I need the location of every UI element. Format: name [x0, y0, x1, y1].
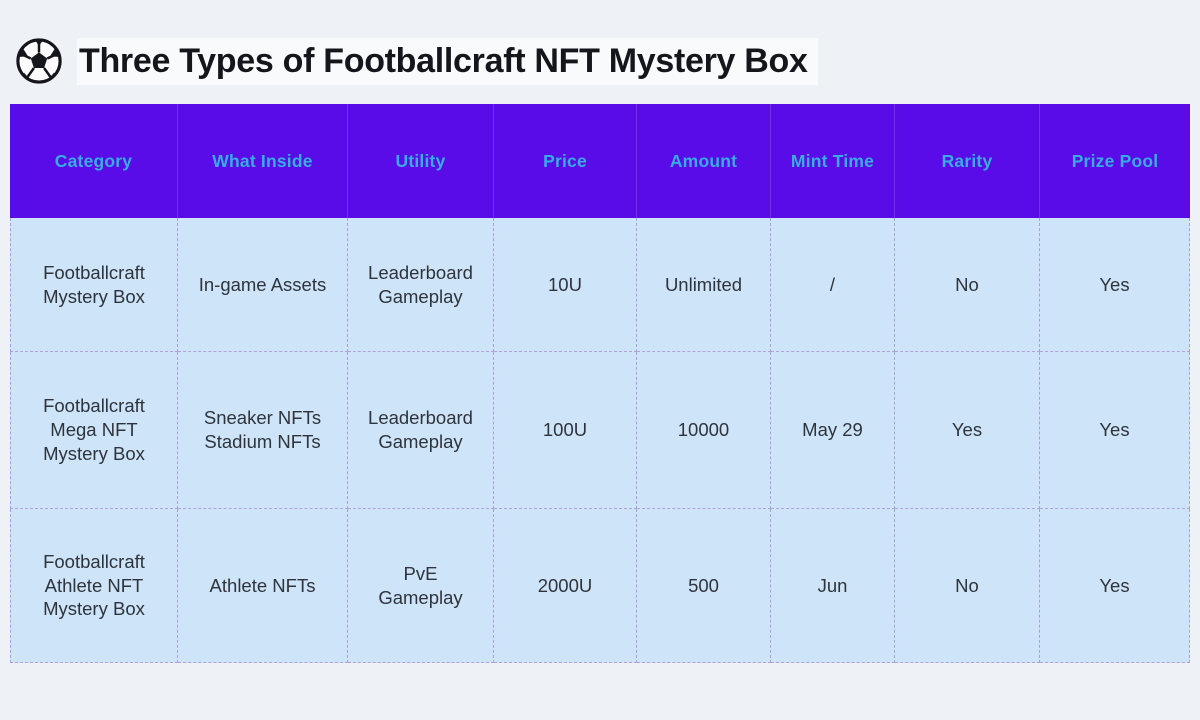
page-title: Three Types of Footballcraft NFT Mystery…: [77, 37, 818, 85]
header-cell-prize-pool: Prize Pool: [1071, 150, 1159, 171]
table-row: Footballcraft Athlete NFT Mystery Box At…: [10, 509, 1190, 663]
header-cell-what-inside: What Inside: [178, 104, 348, 218]
cell-prize-pool: Yes: [1040, 509, 1190, 663]
cell-what-inside: In-game Assets: [178, 218, 348, 352]
cell-mint-time: Jun: [771, 509, 895, 663]
cell-amount: 500: [637, 509, 771, 663]
header-cell-amount: Amount: [637, 104, 771, 218]
header-cell-mint-time: Mint Time: [771, 104, 895, 218]
table-header-row: Category What Inside Utility Price Amoun…: [10, 104, 1190, 218]
table-row: Footballcraft Mega NFT Mystery Box Sneak…: [10, 352, 1190, 509]
cell-what-inside: Athlete NFTs: [178, 509, 348, 663]
cell-mint-time: /: [771, 218, 895, 352]
cell-price: 10U: [494, 218, 637, 352]
cell-rarity: No: [895, 509, 1040, 663]
header-cell-price: Price: [494, 104, 637, 218]
cell-price: 100U: [494, 352, 637, 509]
mystery-box-table: Category What Inside Utility Price Amoun…: [10, 104, 1190, 663]
cell-rarity: No: [895, 218, 1040, 352]
page-header: Three Types of Footballcraft NFT Mystery…: [14, 33, 818, 89]
cell-price: 2000U: [494, 509, 637, 663]
cell-utility: PvE Gameplay: [348, 509, 494, 663]
cell-amount: Unlimited: [637, 218, 771, 352]
cell-what-inside: Sneaker NFTs Stadium NFTs: [178, 352, 348, 509]
cell-utility: Leaderboard Gameplay: [348, 352, 494, 509]
cell-utility: Leaderboard Gameplay: [348, 218, 494, 352]
cell-amount: 10000: [637, 352, 771, 509]
cell-category: Footballcraft Athlete NFT Mystery Box: [10, 509, 178, 663]
cell-category: Footballcraft Mystery Box: [10, 218, 178, 352]
cell-prize-pool: Yes: [1040, 352, 1190, 509]
table-row: Footballcraft Mystery Box In-game Assets…: [10, 218, 1190, 352]
cell-rarity: Yes: [895, 352, 1040, 509]
soccer-ball-icon: [14, 36, 64, 86]
cell-mint-time: May 29: [771, 352, 895, 509]
cell-prize-pool: Yes: [1040, 218, 1190, 352]
header-cell-utility: Utility: [348, 104, 494, 218]
cell-category: Footballcraft Mega NFT Mystery Box: [10, 352, 178, 509]
header-cell-category: Category: [10, 104, 178, 218]
header-cell-rarity: Rarity: [895, 104, 1040, 218]
